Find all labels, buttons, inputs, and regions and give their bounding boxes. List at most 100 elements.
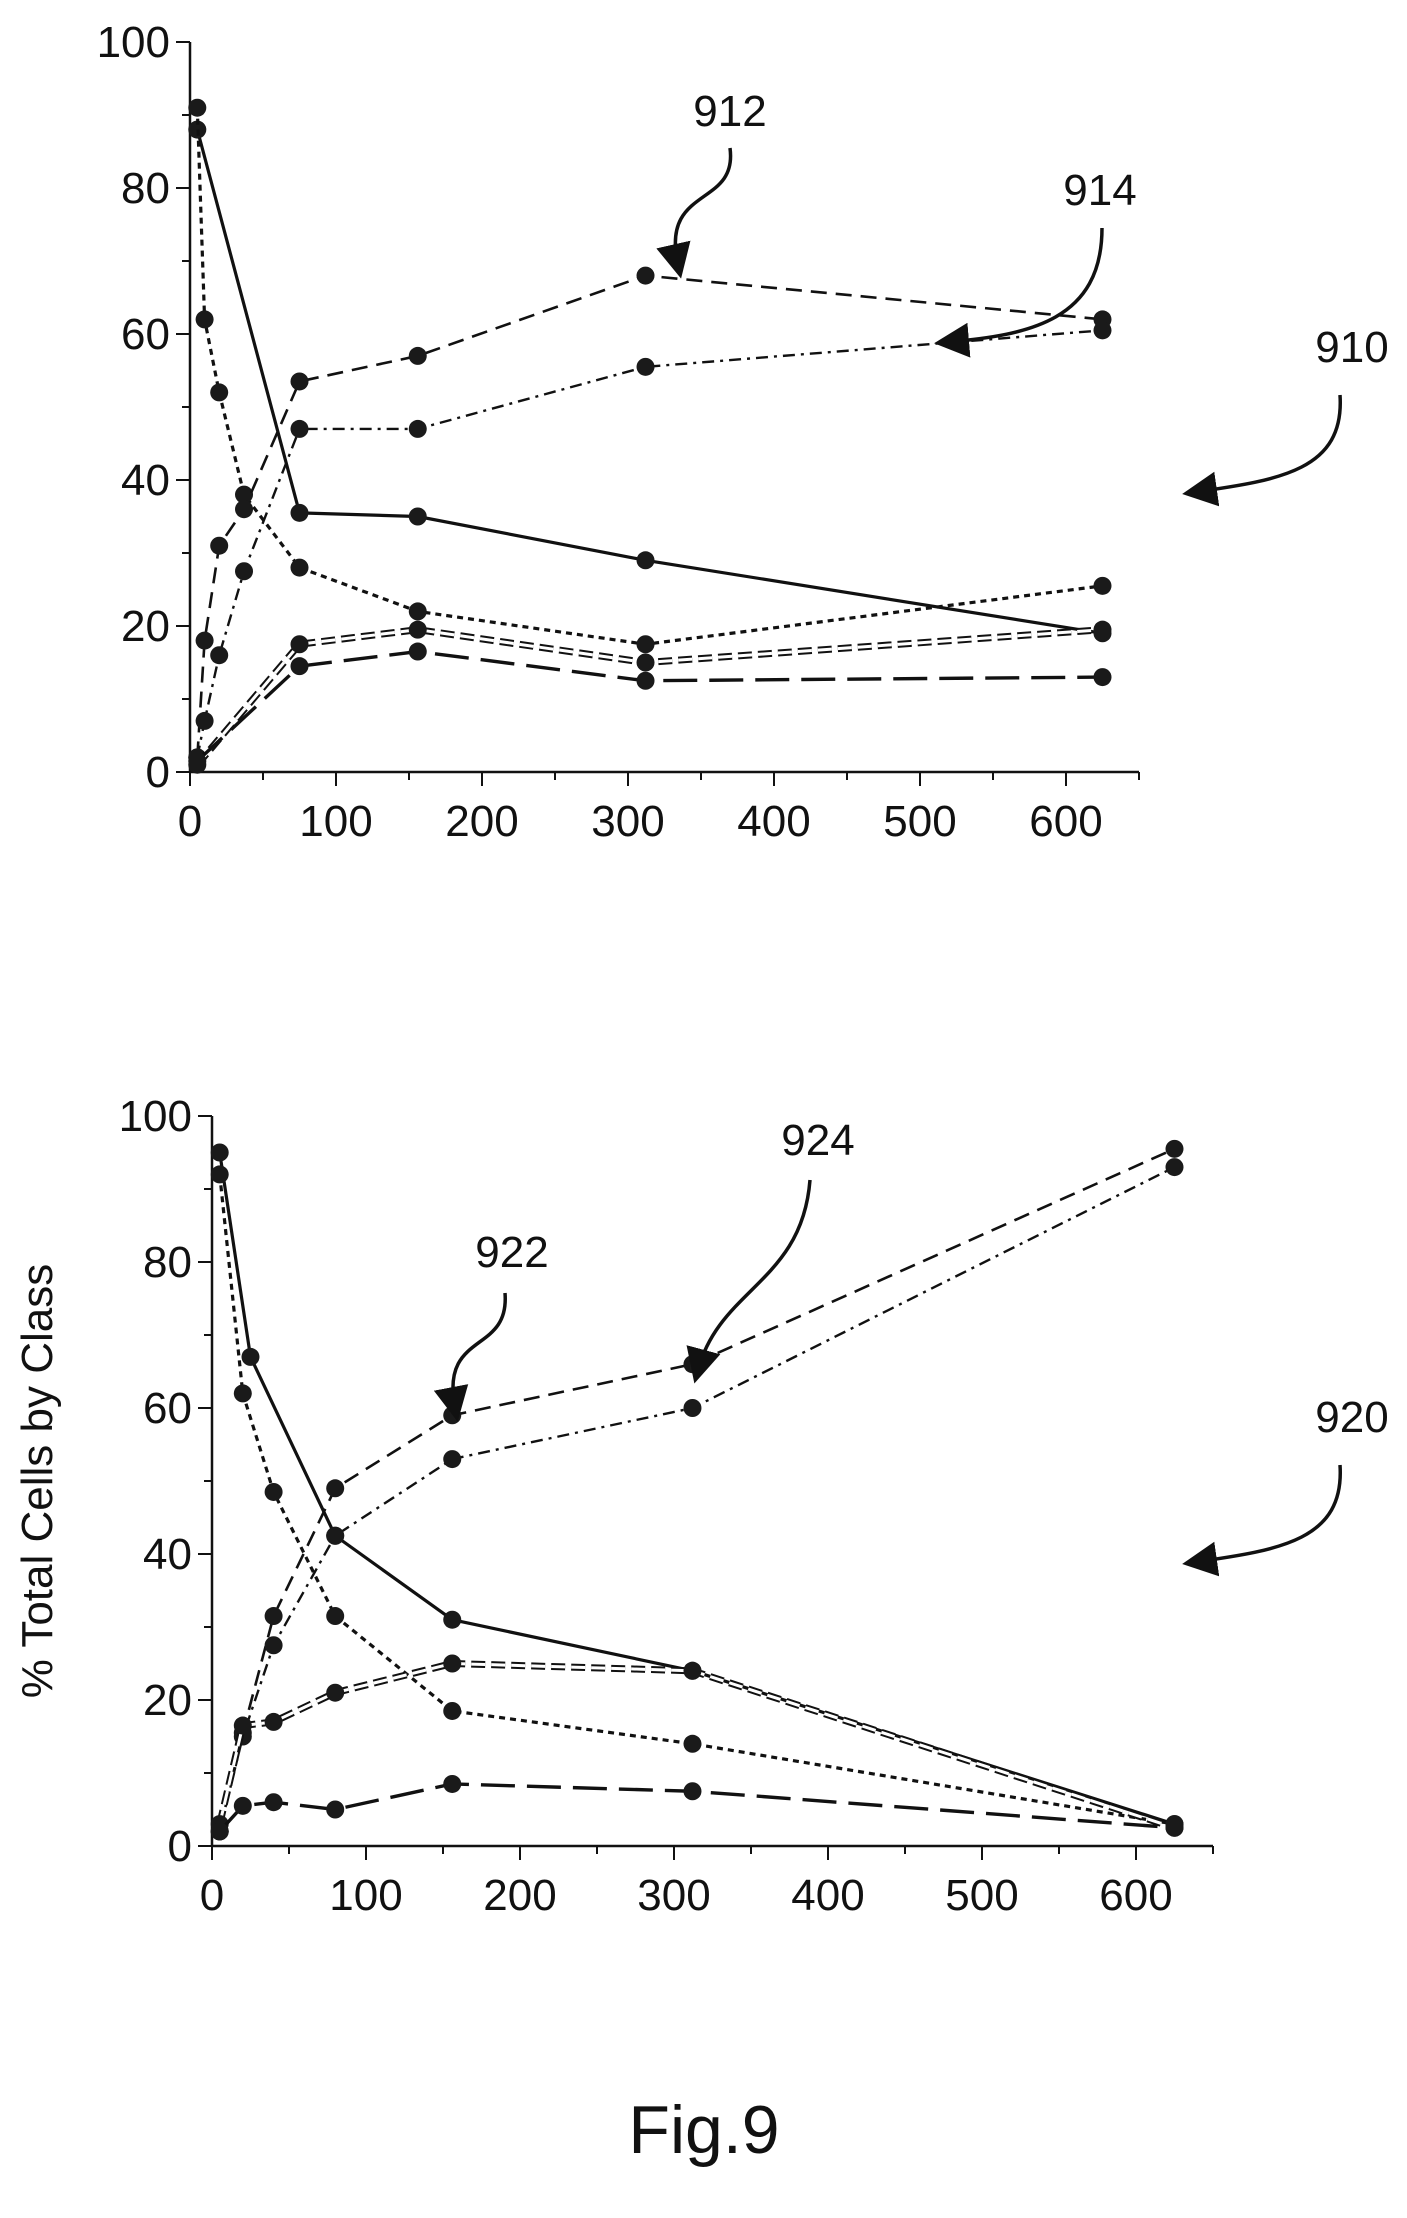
data-point xyxy=(683,1782,702,1801)
series-line-inner xyxy=(196,628,1103,766)
data-point xyxy=(188,120,207,139)
data-point xyxy=(1093,620,1112,639)
data-point xyxy=(408,346,427,365)
data-point xyxy=(1165,1818,1184,1837)
y-axis-title: % Total Cells by Class xyxy=(13,1264,62,1698)
x-tick-label: 400 xyxy=(791,1871,864,1920)
data-point xyxy=(636,551,655,570)
series-line xyxy=(218,1174,1175,1826)
data-point xyxy=(210,1143,229,1162)
series-solid xyxy=(188,120,1112,643)
data-point xyxy=(235,500,254,519)
x-tick-label: 600 xyxy=(1099,1871,1172,1920)
figure-caption: Fig.9 xyxy=(628,2092,779,2168)
reference-arrow xyxy=(433,1292,507,1422)
data-point xyxy=(443,1774,462,1793)
y-tick-label: 0 xyxy=(168,1822,192,1871)
y-tick-label: 0 xyxy=(146,748,170,797)
data-point xyxy=(1093,321,1112,340)
x-tick-label: 500 xyxy=(883,797,956,846)
data-point xyxy=(233,1384,252,1403)
x-tick-label: 600 xyxy=(1029,797,1102,846)
data-point xyxy=(1093,576,1112,595)
reference-label: 922 xyxy=(475,1228,548,1277)
data-point xyxy=(326,1683,345,1702)
x-tick-label: 200 xyxy=(445,797,518,846)
reference-label: 912 xyxy=(693,87,766,136)
data-point xyxy=(264,1636,283,1655)
y-tick-label: 20 xyxy=(143,1676,192,1725)
data-point xyxy=(290,419,309,438)
x-tick-label: 300 xyxy=(591,797,664,846)
data-point xyxy=(326,1479,345,1498)
data-point xyxy=(326,1607,345,1626)
y-tick-label: 80 xyxy=(143,1238,192,1287)
data-point xyxy=(264,1482,283,1501)
series-line xyxy=(196,329,1103,758)
data-point xyxy=(195,631,214,650)
data-point xyxy=(290,635,309,654)
y-tick-label: 80 xyxy=(121,164,170,213)
data-point xyxy=(1165,1158,1184,1177)
data-point xyxy=(408,602,427,621)
data-point xyxy=(443,1654,462,1673)
data-point xyxy=(1165,1139,1184,1158)
data-point xyxy=(210,536,229,555)
series-dash-dot xyxy=(188,321,1112,767)
data-point xyxy=(290,558,309,577)
data-point xyxy=(636,357,655,376)
data-point xyxy=(210,1822,229,1841)
reference-annotations: 910 912 914 920 922 924 xyxy=(433,87,1389,1577)
data-point xyxy=(233,1716,252,1735)
reference-arrow xyxy=(1182,1464,1342,1577)
series-dotted xyxy=(210,1165,1184,1834)
data-point xyxy=(443,1406,462,1425)
data-point xyxy=(636,653,655,672)
series-solid xyxy=(210,1143,1184,1834)
axes: 0 100 200 300 400 500 600 0 20 40 60 80 100 xyxy=(119,1092,1214,1920)
reference-arrow xyxy=(656,147,733,279)
y-tick-label: 100 xyxy=(97,18,170,67)
data-point xyxy=(683,1661,702,1680)
data-point xyxy=(326,1526,345,1545)
x-tick-label: 0 xyxy=(200,1871,224,1920)
reference-arrow xyxy=(1182,394,1342,507)
data-point xyxy=(210,646,229,665)
series-long-dash xyxy=(188,642,1112,771)
series-dotted xyxy=(188,98,1112,654)
data-point xyxy=(188,98,207,117)
x-tick-label: 100 xyxy=(299,797,372,846)
data-point xyxy=(408,620,427,639)
series-dashed xyxy=(210,1139,1184,1841)
reference-arrow xyxy=(686,1179,812,1384)
axes: 0 100 200 300 400 500 600 0 20 40 60 80 100 xyxy=(97,18,1140,846)
data-point xyxy=(408,507,427,526)
y-tick-label: 40 xyxy=(143,1530,192,1579)
data-point xyxy=(241,1347,260,1366)
data-point xyxy=(188,752,207,771)
x-tick-label: 200 xyxy=(483,1871,556,1920)
data-point xyxy=(636,635,655,654)
data-point xyxy=(443,1610,462,1629)
data-point xyxy=(235,485,254,504)
series-line xyxy=(218,1166,1176,1832)
x-tick-label: 500 xyxy=(945,1871,1018,1920)
reference-label: 920 xyxy=(1315,1393,1388,1442)
data-point xyxy=(1093,668,1112,687)
y-tick-label: 60 xyxy=(143,1384,192,1433)
data-point xyxy=(264,1607,283,1626)
data-point xyxy=(683,1734,702,1753)
x-tick-label: 100 xyxy=(329,1871,402,1920)
data-point xyxy=(443,1450,462,1469)
series-double-dashed xyxy=(210,1654,1184,1837)
data-point xyxy=(233,1796,252,1815)
x-tick-label: 0 xyxy=(178,797,202,846)
reference-label: 914 xyxy=(1063,166,1136,215)
data-point xyxy=(264,1712,283,1731)
data-point xyxy=(636,671,655,690)
data-point xyxy=(408,419,427,438)
series-line xyxy=(196,274,1103,758)
y-tick-label: 100 xyxy=(119,1092,192,1141)
data-point xyxy=(408,642,427,661)
data-point xyxy=(636,266,655,285)
